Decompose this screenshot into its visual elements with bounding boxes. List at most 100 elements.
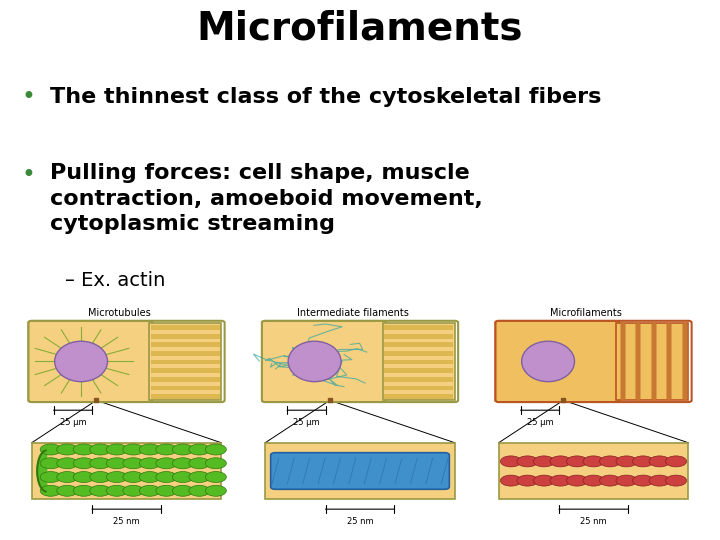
Ellipse shape <box>55 341 107 382</box>
FancyBboxPatch shape <box>616 322 688 400</box>
Circle shape <box>40 444 61 455</box>
Circle shape <box>123 458 144 469</box>
Circle shape <box>665 456 687 467</box>
Circle shape <box>73 458 94 469</box>
Circle shape <box>616 456 637 467</box>
Polygon shape <box>384 325 454 330</box>
Circle shape <box>567 456 588 467</box>
Text: 25 nm: 25 nm <box>580 517 607 526</box>
Circle shape <box>107 458 127 469</box>
Circle shape <box>534 475 554 486</box>
Circle shape <box>57 458 78 469</box>
Polygon shape <box>150 386 220 390</box>
FancyBboxPatch shape <box>265 443 455 500</box>
Polygon shape <box>37 450 47 491</box>
Circle shape <box>40 485 61 496</box>
Circle shape <box>172 485 193 496</box>
Polygon shape <box>150 360 220 365</box>
Circle shape <box>40 471 61 483</box>
FancyBboxPatch shape <box>499 443 688 500</box>
Circle shape <box>90 471 111 483</box>
FancyBboxPatch shape <box>262 321 386 402</box>
Circle shape <box>57 485 78 496</box>
Circle shape <box>550 475 571 486</box>
Polygon shape <box>150 377 220 382</box>
Circle shape <box>189 485 210 496</box>
FancyBboxPatch shape <box>28 321 153 402</box>
Circle shape <box>517 456 538 467</box>
Text: Microfilaments: Microfilaments <box>550 308 622 318</box>
Circle shape <box>500 456 521 467</box>
Circle shape <box>517 475 538 486</box>
Circle shape <box>649 475 670 486</box>
Circle shape <box>90 458 111 469</box>
Circle shape <box>156 471 177 483</box>
Text: 25 nm: 25 nm <box>113 517 140 526</box>
Circle shape <box>156 485 177 496</box>
Circle shape <box>107 471 127 483</box>
Circle shape <box>73 444 94 455</box>
Text: Microtubules: Microtubules <box>88 308 150 318</box>
Circle shape <box>600 475 621 486</box>
Circle shape <box>156 458 177 469</box>
Text: 25 μm: 25 μm <box>60 418 86 427</box>
Polygon shape <box>384 377 454 382</box>
Text: 25 nm: 25 nm <box>347 517 373 526</box>
Circle shape <box>139 485 161 496</box>
Ellipse shape <box>288 341 341 382</box>
Circle shape <box>583 456 604 467</box>
Circle shape <box>90 485 111 496</box>
Text: Pulling forces: cell shape, muscle
contraction, amoeboid movement,
cytoplasmic s: Pulling forces: cell shape, muscle contr… <box>50 163 483 234</box>
Circle shape <box>583 475 604 486</box>
Polygon shape <box>150 325 220 330</box>
Polygon shape <box>384 334 454 339</box>
Polygon shape <box>384 351 454 356</box>
Text: 25 μm: 25 μm <box>526 418 553 427</box>
Text: Intermediate filaments: Intermediate filaments <box>297 308 409 318</box>
Circle shape <box>57 471 78 483</box>
FancyBboxPatch shape <box>149 322 221 400</box>
Circle shape <box>633 456 654 467</box>
Circle shape <box>205 485 226 496</box>
Polygon shape <box>150 342 220 347</box>
Circle shape <box>156 444 177 455</box>
Circle shape <box>172 458 193 469</box>
Circle shape <box>123 471 144 483</box>
Text: Microfilaments: Microfilaments <box>197 9 523 47</box>
Circle shape <box>649 456 670 467</box>
Circle shape <box>567 475 588 486</box>
FancyBboxPatch shape <box>32 443 221 500</box>
FancyBboxPatch shape <box>383 322 455 400</box>
Circle shape <box>616 475 637 486</box>
Circle shape <box>139 458 161 469</box>
Circle shape <box>665 475 687 486</box>
Polygon shape <box>384 360 454 365</box>
Polygon shape <box>384 394 454 399</box>
Circle shape <box>90 444 111 455</box>
Circle shape <box>107 444 127 455</box>
Polygon shape <box>150 351 220 356</box>
Polygon shape <box>150 334 220 339</box>
Circle shape <box>73 471 94 483</box>
Text: •: • <box>22 85 35 109</box>
Circle shape <box>189 471 210 483</box>
Circle shape <box>189 458 210 469</box>
Circle shape <box>172 471 193 483</box>
Text: 25 μm: 25 μm <box>293 418 320 427</box>
Circle shape <box>534 456 554 467</box>
Text: The thinnest class of the cytoskeletal fibers: The thinnest class of the cytoskeletal f… <box>50 87 602 107</box>
Circle shape <box>189 444 210 455</box>
Circle shape <box>139 444 161 455</box>
Polygon shape <box>150 394 220 399</box>
Circle shape <box>500 475 521 486</box>
FancyBboxPatch shape <box>495 321 620 402</box>
Polygon shape <box>384 342 454 347</box>
Circle shape <box>205 458 226 469</box>
Circle shape <box>172 444 193 455</box>
Text: •: • <box>22 163 35 187</box>
Circle shape <box>633 475 654 486</box>
Circle shape <box>40 458 61 469</box>
Circle shape <box>57 444 78 455</box>
Circle shape <box>205 471 226 483</box>
Circle shape <box>73 485 94 496</box>
